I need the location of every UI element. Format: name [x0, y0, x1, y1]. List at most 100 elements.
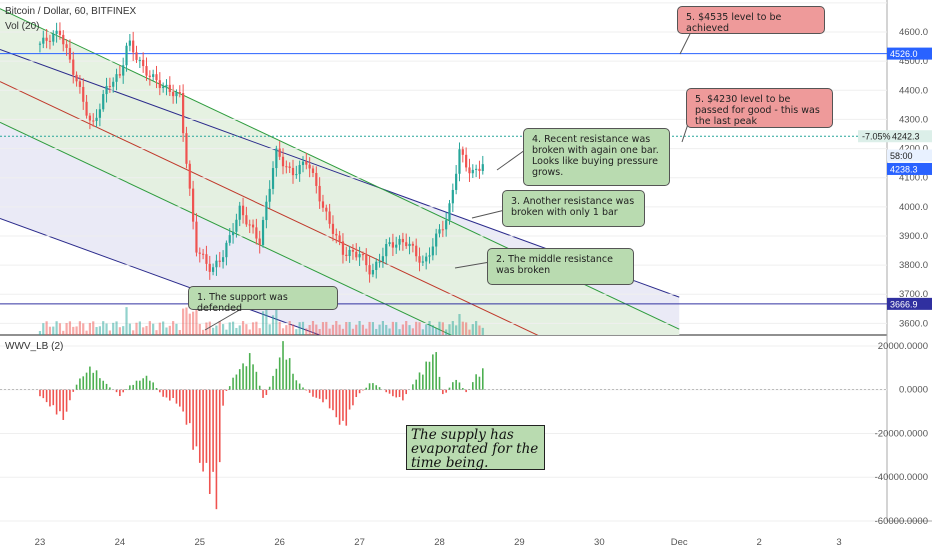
volume-bar	[68, 321, 72, 335]
volume-bar	[298, 322, 301, 335]
callout-support-defended[interactable]: 1. The support was defended	[188, 286, 338, 314]
candle-body	[358, 254, 361, 258]
volume-bar	[465, 322, 468, 335]
volume-bar	[381, 321, 385, 335]
candle-body	[278, 148, 281, 157]
candle-body	[328, 211, 331, 224]
volume-bar	[358, 321, 361, 335]
volume-bar	[211, 327, 215, 335]
badge-countdown: 58:00	[890, 151, 913, 161]
volume-bar	[108, 330, 111, 335]
candle-body	[148, 75, 151, 77]
volume-bar	[345, 322, 348, 335]
candle-body	[478, 168, 481, 171]
candle-body	[172, 91, 175, 97]
price-axis-label: 3800.0	[899, 260, 928, 271]
candle-body	[118, 74, 121, 76]
volume-bar	[301, 321, 305, 335]
volume-bar	[105, 323, 108, 335]
candle-body	[85, 101, 88, 116]
candle-body	[305, 161, 308, 165]
candle-body	[182, 93, 185, 134]
candle-body	[95, 117, 98, 121]
volume-bar	[361, 324, 365, 335]
candle-body	[398, 238, 401, 245]
candle-body	[451, 189, 454, 204]
candle-body	[295, 174, 298, 176]
candle-body	[128, 40, 131, 46]
callout-middle-resistance[interactable]: 2. The middle resistance was broken	[487, 248, 634, 285]
candle-body	[291, 167, 295, 176]
candle-body	[72, 59, 75, 75]
volume-bar	[132, 330, 135, 335]
candle-body	[228, 235, 231, 243]
volume-bar	[338, 324, 341, 335]
volume-bar	[341, 328, 345, 335]
volume-bar	[461, 321, 464, 335]
candle-body	[338, 235, 341, 242]
time-axis-label: 30	[594, 537, 605, 548]
candle-body	[195, 221, 198, 253]
volume-bar	[52, 326, 55, 335]
symbol-label[interactable]: Bitcoin / Dollar, 60, BITFINEX	[5, 6, 137, 17]
candle-body	[122, 65, 125, 76]
supply-note[interactable]: The supply has evaporated for the time b…	[406, 425, 545, 470]
volume-bar	[408, 325, 411, 335]
candle-body	[368, 265, 371, 275]
oscillator-axis-label: -40000.0000	[875, 472, 928, 483]
badge-last: 4242.3	[892, 132, 920, 142]
volume-bar	[328, 328, 331, 335]
callout-another-resistance[interactable]: 3. Another resistance was broken with on…	[502, 190, 645, 227]
volume-bar	[385, 324, 388, 335]
time-axis-label: 3	[836, 537, 841, 548]
callout-4535-level[interactable]: 5. $4535 level to be achieved	[677, 6, 825, 34]
volume-bar	[95, 327, 98, 335]
badge-level-4526-bg	[887, 47, 932, 60]
volume-bar	[371, 322, 375, 335]
candle-body	[78, 81, 82, 87]
candle-body	[455, 173, 458, 190]
candle-body	[308, 164, 311, 169]
candle-body	[98, 109, 101, 118]
time-axis-label: 25	[194, 537, 205, 548]
candle-body	[235, 219, 238, 232]
candle-body	[185, 133, 188, 164]
volume-label[interactable]: Vol (20)	[5, 21, 40, 32]
callout-4230-level[interactable]: 5. $4230 level to be passed for good - t…	[686, 88, 833, 128]
volume-bar	[478, 325, 481, 335]
candle-body	[88, 115, 91, 121]
candle-body	[142, 59, 145, 67]
candle-body	[411, 243, 414, 246]
volume-bar	[58, 323, 62, 335]
callout-pointer	[454, 261, 491, 269]
time-axis-label: Dec	[671, 537, 688, 548]
volume-bar	[115, 321, 118, 335]
badge-level-4238: 4238.3	[890, 164, 918, 174]
volume-bar	[45, 321, 48, 335]
volume-bar	[198, 323, 201, 335]
candle-body	[311, 168, 315, 173]
candle-body	[255, 227, 258, 239]
candle-body	[165, 84, 168, 87]
candle-body	[231, 231, 235, 236]
volume-bar	[415, 321, 418, 335]
candle-body	[378, 261, 381, 263]
callout-pointer	[471, 209, 506, 219]
volume-bar	[375, 328, 378, 335]
volume-bar	[271, 315, 275, 335]
callout-recent-resistance[interactable]: 4. Recent resistance was broken with aga…	[523, 128, 670, 186]
candle-body	[405, 242, 408, 247]
candle-body	[408, 243, 411, 247]
candle-body	[461, 149, 464, 155]
volume-bar	[448, 324, 451, 335]
candle-body	[68, 47, 72, 60]
volume-bar	[401, 324, 404, 335]
price-axis-label: 4600.0	[899, 27, 928, 38]
volume-bar	[202, 329, 205, 335]
candle-body	[152, 74, 155, 77]
candle-body	[271, 168, 275, 189]
volume-bar	[185, 307, 188, 335]
volume-bar	[321, 322, 325, 335]
indicator-label[interactable]: WWV_LB (2)	[5, 341, 64, 352]
candle-body	[261, 220, 265, 245]
